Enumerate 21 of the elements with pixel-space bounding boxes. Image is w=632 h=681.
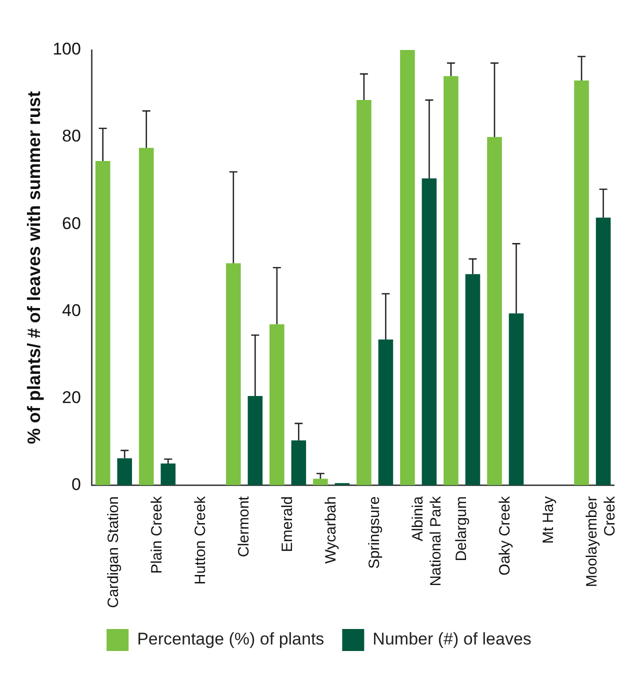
- x-tick-label: Clermont: [235, 495, 252, 558]
- x-tick-label: Cardigan Station: [104, 496, 122, 608]
- y-tick-label: 40: [62, 300, 81, 320]
- y-tick-label: 20: [62, 388, 81, 407]
- x-tick-label: Emerald: [278, 496, 296, 552]
- y-axis-title: % of plants/ # of leaves with summer rust: [24, 91, 44, 444]
- x-tick-label: Plain Creek: [148, 496, 166, 574]
- legend-label: Percentage (%) of plants: [137, 630, 324, 649]
- y-tick-label: 0: [71, 474, 81, 494]
- x-tick-label: Albinia National Park: [409, 496, 444, 586]
- y-tick-label: 60: [62, 214, 81, 233]
- x-tick-label: Hutton Creek: [192, 496, 209, 585]
- x-tick-label: Oaky Creek: [496, 496, 514, 576]
- x-tick-label: Mt Hay: [540, 496, 558, 544]
- legend-label: Number (#) of leaves: [372, 630, 532, 649]
- y-tick-label: 100: [52, 40, 81, 59]
- x-tick-label: Wycarbah: [322, 496, 340, 564]
- y-tick-label: 80: [62, 126, 81, 146]
- x-tick-label: Delargum: [453, 496, 470, 562]
- x-tick-label: Springsure: [366, 496, 383, 569]
- x-tick-label: Moolayember Creek: [584, 496, 619, 588]
